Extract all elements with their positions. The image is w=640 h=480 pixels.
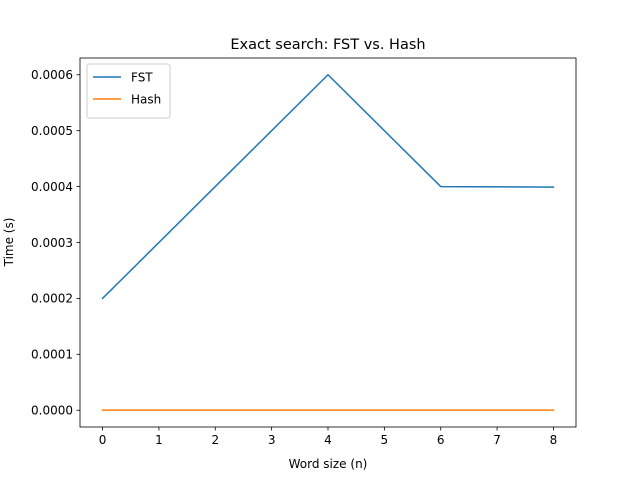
x-axis-label: Word size (n)	[289, 457, 368, 471]
x-tick-label: 0	[99, 433, 107, 447]
y-axis-label: Time (s)	[2, 218, 16, 268]
y-axis-ticks: 0.0000 0.0001 0.0002 0.0003 0.0004 0.0005 0.00…	[31, 68, 80, 418]
y-tick-label: 0.0004	[31, 180, 73, 194]
legend-box	[86, 63, 171, 119]
y-tick-label: 0.0005	[31, 124, 73, 138]
x-tick-label: 4	[324, 433, 332, 447]
y-tick-label: 0.0003	[31, 236, 73, 250]
x-tick-label: 6	[437, 433, 445, 447]
x-tick-label: 8	[550, 433, 558, 447]
y-tick-label: 0.0000	[31, 404, 73, 418]
series-line-fst	[101, 74, 555, 300]
y-tick-label: 0.0002	[31, 292, 73, 306]
y-tick-label: 0.0006	[31, 68, 73, 82]
x-axis-ticks: 0 1 2 3 4 5 6 7 8	[99, 427, 558, 447]
legend-label-fst: FST	[131, 70, 153, 84]
legend-label-hash: Hash	[131, 92, 161, 106]
x-tick-label: 1	[155, 433, 163, 447]
x-tick-label: 5	[381, 433, 389, 447]
x-tick-label: 2	[211, 433, 219, 447]
chart-title: Exact search: FST vs. Hash	[230, 37, 425, 53]
legend: FST Hash	[86, 63, 171, 119]
x-tick-label: 3	[268, 433, 276, 447]
y-tick-label: 0.0001	[31, 348, 73, 362]
x-tick-label: 7	[493, 433, 501, 447]
